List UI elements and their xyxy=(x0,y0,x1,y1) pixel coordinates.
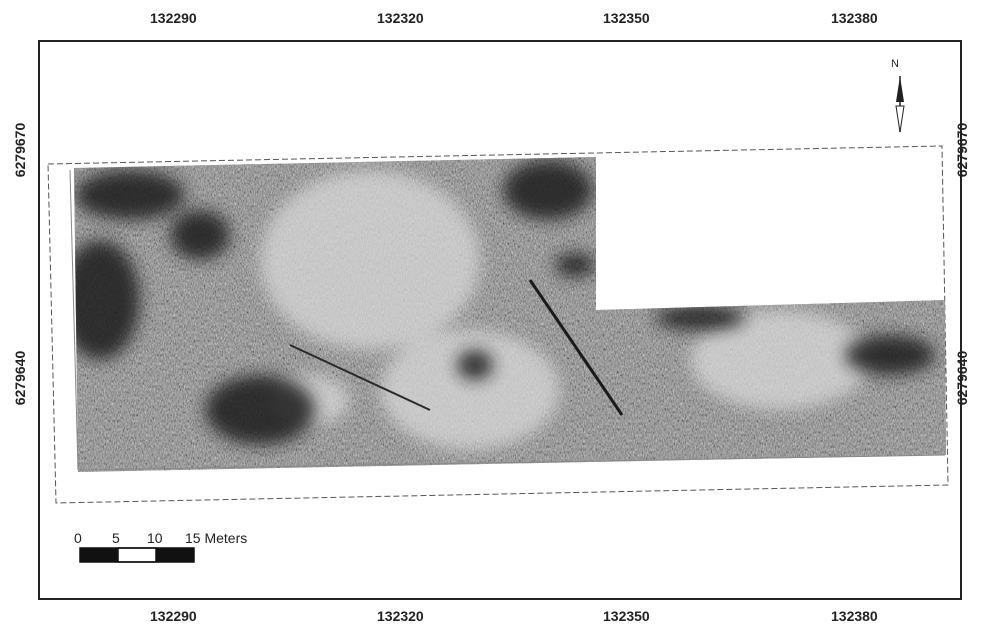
x-tick-top: 132290 xyxy=(150,10,197,26)
north-arrow-icon xyxy=(895,76,905,133)
survey-outline xyxy=(47,145,949,504)
scale-label: 5 xyxy=(112,530,120,546)
scale-label: 15 Meters xyxy=(185,530,248,546)
x-tick-top: 132350 xyxy=(603,10,650,26)
y-tick-right: 6279640 xyxy=(954,350,970,406)
y-tick-left: 6279670 xyxy=(12,122,28,178)
x-tick-bottom: 132290 xyxy=(150,608,197,624)
x-tick-bottom: 132350 xyxy=(603,608,650,624)
x-tick-top: 132380 xyxy=(831,10,878,26)
x-tick-top: 132320 xyxy=(377,10,424,26)
y-tick-left: 6279640 xyxy=(12,350,28,406)
north-label: N xyxy=(891,58,899,70)
scale-bar xyxy=(79,547,195,563)
scale-label: 10 xyxy=(147,530,163,546)
x-tick-bottom: 132320 xyxy=(377,608,424,624)
y-tick-right: 6279670 xyxy=(954,122,970,178)
scale-label: 0 xyxy=(74,530,82,546)
x-tick-bottom: 132380 xyxy=(831,608,878,624)
